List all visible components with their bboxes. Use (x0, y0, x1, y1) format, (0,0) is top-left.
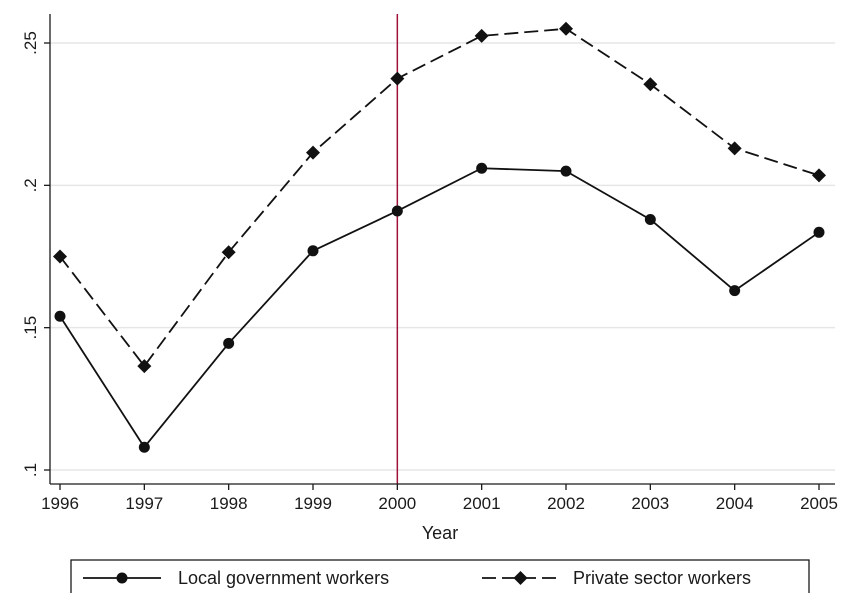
data-point-circle (729, 285, 741, 297)
data-point-circle (116, 572, 128, 584)
data-point-circle (307, 245, 319, 257)
data-point-diamond (53, 249, 67, 264)
x-tick-label: 2004 (716, 494, 754, 513)
data-point-diamond (643, 77, 658, 92)
data-point-diamond (221, 245, 236, 260)
data-point-circle (476, 162, 488, 174)
x-tick-label: 1999 (294, 494, 332, 513)
data-point-circle (223, 337, 235, 349)
x-tick-label: 1996 (41, 494, 79, 513)
x-tick-label: 1997 (125, 494, 163, 513)
x-axis-title: Year (422, 523, 458, 543)
plot-background (50, 14, 835, 484)
data-point-diamond (390, 71, 405, 86)
series-group (53, 21, 826, 453)
x-tick-label: 1998 (210, 494, 248, 513)
series-line (59, 167, 820, 449)
y-tick-label: .1 (21, 463, 40, 477)
data-point-circle (54, 310, 66, 322)
series-2 (53, 21, 826, 374)
data-point-diamond (474, 28, 489, 43)
x-tick-label: 2002 (547, 494, 585, 513)
data-point-diamond (306, 145, 320, 160)
x-tick-label: 2003 (631, 494, 669, 513)
legend: Local government workers Private sector w… (70, 559, 810, 593)
series-line (59, 27, 820, 367)
grid-lines (50, 42, 835, 471)
x-tick-label: 2005 (800, 494, 838, 513)
y-tick-label: .15 (21, 316, 40, 340)
axes: .1 .15 .2 .25 1996 1997 1998 1999 2000 2001 2002 20… (21, 14, 838, 513)
y-tick-label: .2 (21, 178, 40, 192)
data-point-diamond (137, 359, 152, 374)
data-point-diamond (513, 571, 528, 585)
data-point-circle (560, 165, 572, 177)
data-point-diamond (727, 141, 742, 156)
data-point-circle (644, 213, 656, 225)
data-point-diamond (559, 21, 573, 36)
x-tick-label: 2000 (378, 494, 416, 513)
legend-box (70, 559, 810, 593)
series-1 (54, 162, 825, 453)
data-point-circle (391, 205, 403, 217)
legend-label: Local government workers (178, 568, 389, 588)
data-point-diamond (812, 168, 826, 183)
data-point-circle (138, 441, 150, 453)
data-point-circle (813, 226, 825, 238)
plot-area (50, 14, 835, 484)
legend-label: Private sector workers (573, 568, 751, 588)
y-tick-label: .25 (21, 31, 40, 55)
x-tick-label: 2001 (463, 494, 501, 513)
